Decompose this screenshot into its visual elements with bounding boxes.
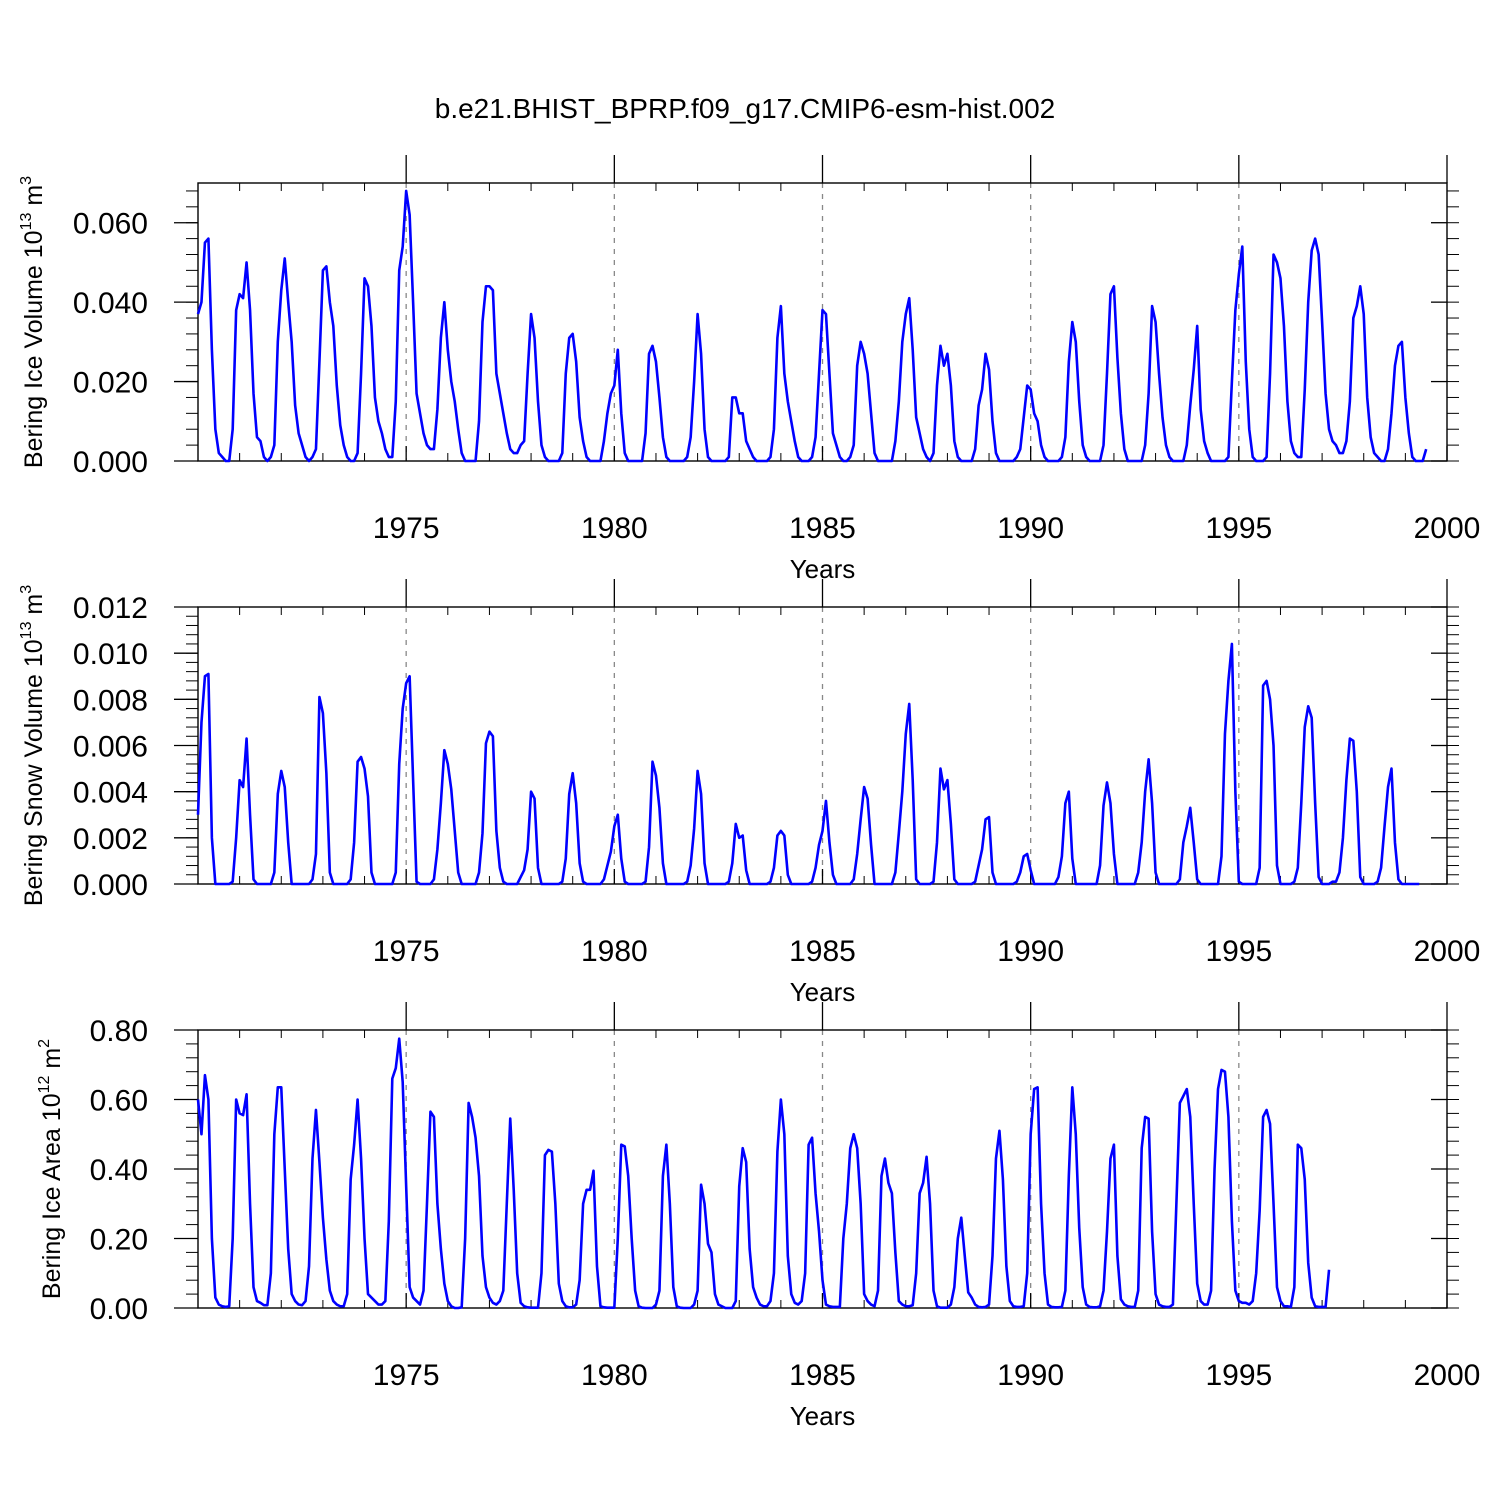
series-line-snow-volume [196, 642, 1420, 886]
y-tick-label: 0.80 [90, 1015, 148, 1048]
x-tick-label: 1980 [581, 1359, 648, 1392]
figure-title: b.e21.BHIST_BPRP.f09_g17.CMIP6-esm-hist.… [435, 93, 1055, 124]
panel-ice-volume: 1975 1980 1985 1990 1995 2000Years0.0000.0200… [18, 155, 1480, 584]
panel-ice-area: 1975 1980 1985 1990 1995 2000 Years 0.00 0.20 0.4… [36, 1002, 1480, 1431]
panel-snow-volume: 1975 1980 1985 1990 1995 2000Years0.0000.0020… [18, 579, 1480, 1007]
x-tick-label: 2000 [1414, 1359, 1481, 1392]
x-tick-label: 1990 [997, 512, 1064, 545]
panels: 1975 1980 1985 1990 1995 2000 Years 0.000 0.020 0… [18, 155, 1480, 1431]
x-tick-label: 1985 [789, 1359, 856, 1392]
y-tick-label: 0.000 [73, 869, 148, 902]
y-axis-title-exponent: 12 [36, 1075, 53, 1093]
x-tick-label: 1985 [789, 935, 856, 968]
y-tick-label: 0.20 [90, 1224, 148, 1257]
y-tick-label: 0.004 [73, 777, 148, 810]
x-axis-title: Years [790, 1401, 856, 1431]
series-line-ice-area [196, 1037, 1331, 1310]
y-tick-label: 0.40 [90, 1154, 148, 1187]
y-tick-label: 0.012 [73, 592, 148, 625]
y-tick-label: 0.060 [73, 208, 148, 241]
y-axis-title-text: Bering Ice Volume 10 [20, 230, 48, 468]
y-tick-label: 0.00 [90, 1293, 148, 1326]
y-axis-title: Bering Ice Area 1012 m2 [36, 1039, 66, 1299]
y-axis-title-unit: m [20, 594, 48, 622]
x-tick-label: 1980 [581, 935, 648, 968]
y-tick-label: 0.020 [73, 367, 148, 400]
x-tick-label: 1995 [1205, 512, 1272, 545]
y-tick-label: 0.000 [73, 446, 148, 479]
x-tick-label: 1975 [373, 935, 440, 968]
x-tick-label: 2000 [1414, 935, 1481, 968]
y-axis-title-exponent: 13 [18, 213, 35, 231]
y-axis-title-exponent: 13 [18, 621, 35, 639]
x-tick-label: 1995 [1205, 935, 1272, 968]
y-axis-title-unit: m [20, 185, 48, 213]
x-tick-label: 1995 [1205, 1359, 1272, 1392]
y-tick-label: 0.010 [73, 638, 148, 671]
series-line-ice-volume [196, 189, 1428, 463]
y-tick-label: 0.006 [73, 731, 148, 764]
x-tick-label: 1985 [789, 512, 856, 545]
y-tick-label: 0.040 [73, 287, 148, 320]
x-tick-label: 2000 [1414, 512, 1481, 545]
y-axis-title: Bering Ice Volume 1013 m3 [18, 176, 48, 468]
y-tick-label: 0.008 [73, 684, 148, 717]
y-axis-title-unit-exponent: 3 [18, 585, 35, 594]
y-axis-title-unit-exponent: 2 [36, 1039, 53, 1048]
x-tick-label: 1975 [373, 512, 440, 545]
y-axis-title-unit: m [38, 1048, 66, 1076]
y-axis-title-unit-exponent: 3 [18, 176, 35, 185]
y-axis-title-text: Bering Snow Volume 10 [20, 639, 48, 906]
x-tick-label: 1990 [997, 935, 1064, 968]
x-tick-label: 1990 [997, 1359, 1064, 1392]
x-tick-label: 1980 [581, 512, 648, 545]
y-tick-label: 0.60 [90, 1085, 148, 1118]
y-axis-title: Bering Snow Volume 1013 m3 [18, 585, 48, 906]
x-tick-label: 1975 [373, 1359, 440, 1392]
y-axis-title-text: Bering Ice Area 10 [38, 1093, 66, 1299]
y-tick-label: 0.002 [73, 823, 148, 856]
